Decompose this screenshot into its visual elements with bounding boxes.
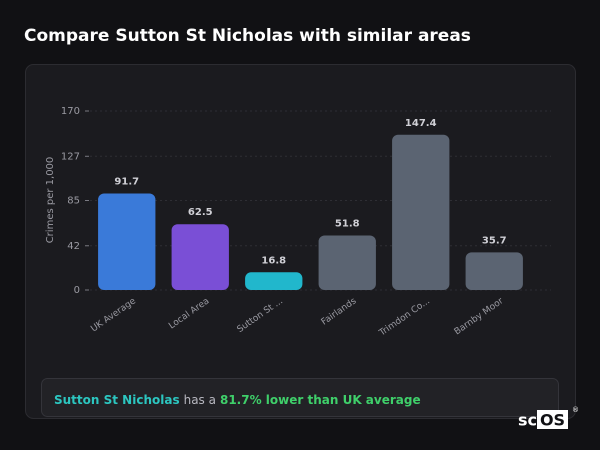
insight-connector: has a	[184, 393, 216, 407]
data-label: 16.8	[261, 255, 286, 266]
bar	[465, 252, 523, 290]
bar	[392, 134, 450, 290]
bar	[171, 224, 229, 290]
insight-box	[41, 378, 559, 417]
data-label: 147.4	[405, 118, 437, 129]
insight-area: Sutton St Nicholas	[54, 393, 180, 407]
bar	[98, 193, 156, 290]
y-tick-label: 170	[61, 106, 80, 117]
logo-mark: ®	[572, 406, 579, 414]
bar	[318, 235, 376, 290]
logo-box	[537, 410, 568, 429]
y-tick-label: 127	[61, 151, 80, 162]
data-label: 35.7	[482, 235, 507, 246]
y-tick-label: 0	[74, 285, 80, 296]
data-label: 51.8	[335, 218, 360, 229]
page-title: Compare Sutton St Nicholas with similar …	[24, 26, 471, 46]
y-tick-label: 85	[67, 196, 80, 207]
bar	[245, 272, 303, 290]
data-label: 62.5	[188, 207, 213, 218]
insight-highlight: 81.7% lower than UK average	[220, 393, 421, 407]
data-label: 91.7	[114, 176, 139, 187]
logo-left: sc	[518, 411, 537, 430]
y-tick-label: 42	[67, 241, 80, 252]
logo: sc OS ®	[518, 406, 579, 430]
insight-text: Sutton St Nicholas has a 81.7% lower than …	[54, 393, 421, 407]
y-axis-label: Crimes per 1,000	[45, 157, 56, 244]
logo-right: OS	[540, 411, 565, 430]
